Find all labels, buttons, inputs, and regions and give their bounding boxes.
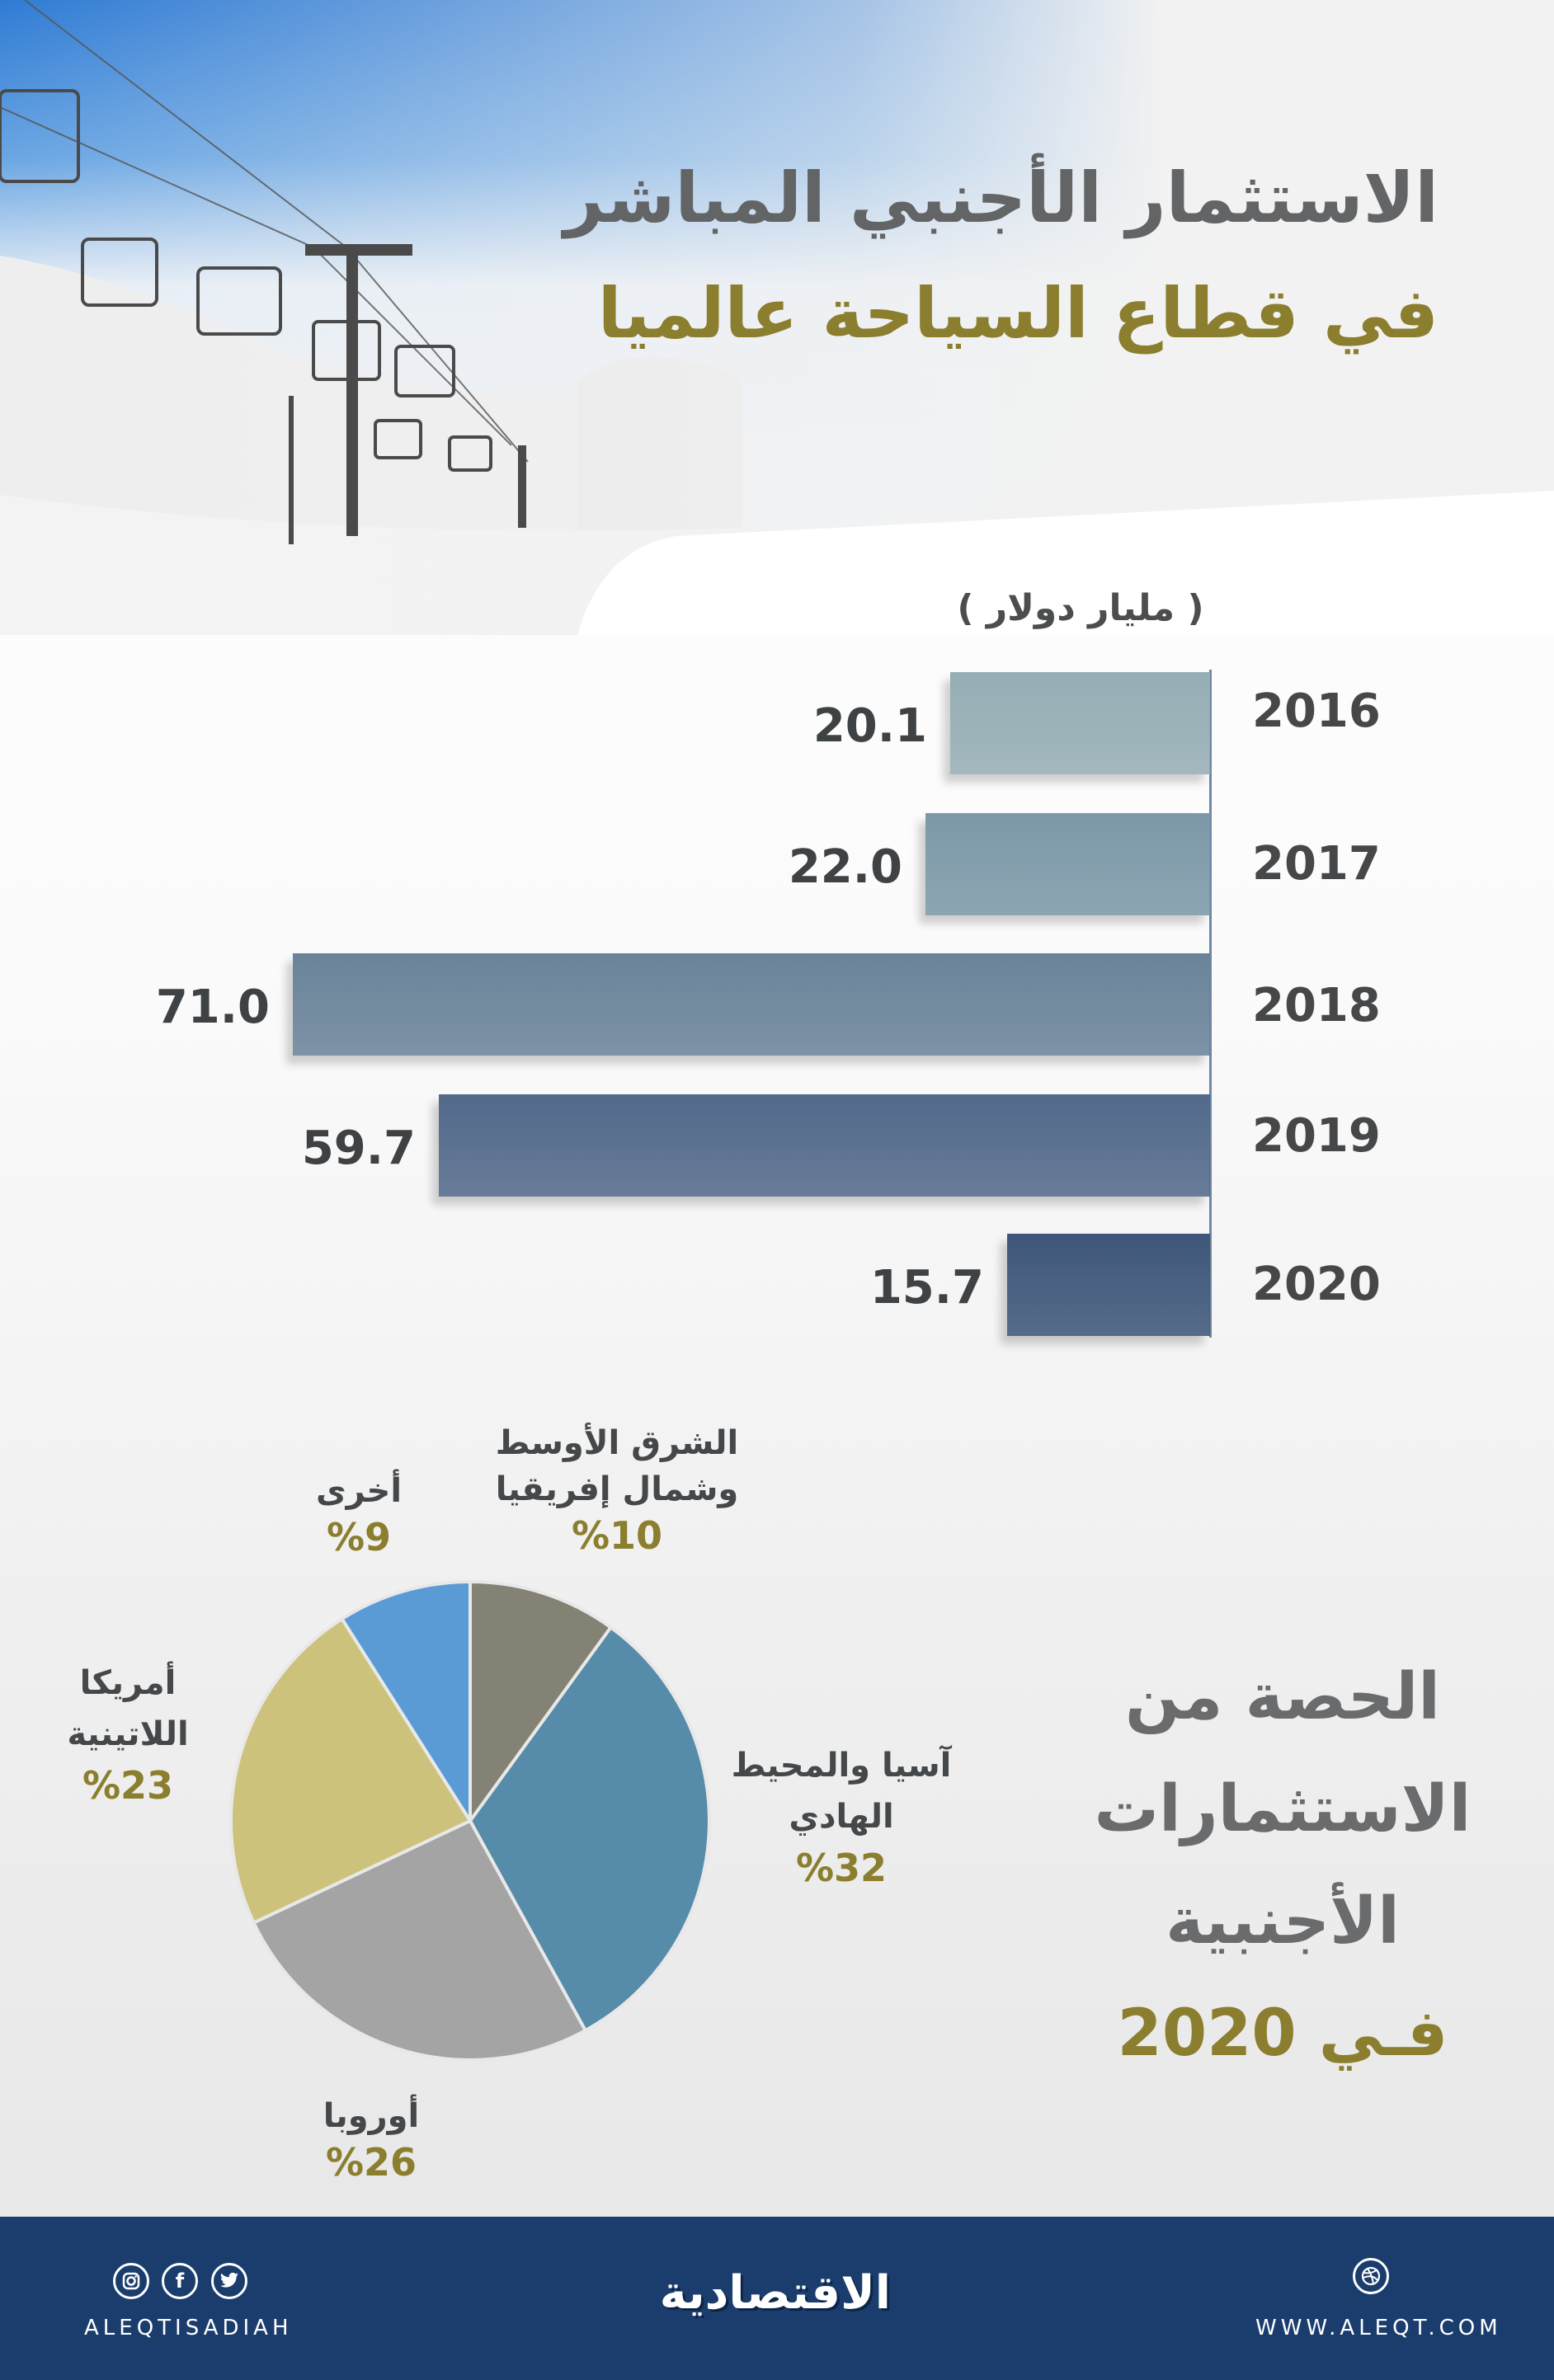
pie-slice <box>251 1818 588 2062</box>
facebook-icon[interactable]: f <box>162 2263 198 2299</box>
bar-2017 <box>925 813 1210 915</box>
title-line-2: في قطاع السياحة عالميا <box>597 273 1439 354</box>
title-line-1: الاستثمار الأجنبي المباشر <box>563 158 1439 238</box>
pie-label-mena-pct: %10 <box>571 1513 663 1558</box>
pie-label-europe: أوروبا %26 <box>297 2093 445 2185</box>
bar-axis <box>1209 670 1212 1338</box>
pie-label-other-pct: %9 <box>326 1515 392 1559</box>
share-title-line-3: الأجنبية <box>1166 1884 1400 1959</box>
pie-label-asia-name1: آسيا والمحيط <box>731 1747 952 1785</box>
bar-value-label: 59.7 <box>301 1122 416 1175</box>
bar-year-label: 2019 <box>1252 1109 1381 1163</box>
footer-handle[interactable]: ALEQTISADIAH <box>84 2316 293 2340</box>
twitter-icon[interactable] <box>211 2263 247 2299</box>
bar-2020 <box>1007 1234 1210 1336</box>
footer <box>0 2217 1554 2380</box>
pie-label-asia-pct: %32 <box>795 1846 888 1890</box>
pie-label-latam-name2: اللاتينية <box>67 1715 189 1753</box>
pie-label-other: أخرى %9 <box>301 1468 417 1560</box>
share-title-line-1: الحصة من <box>1124 1660 1441 1734</box>
bar-2016 <box>950 672 1210 774</box>
footer-website[interactable]: WWW.ALEQT.COM <box>1255 2316 1502 2340</box>
unit-label: ( مليار دولار ) <box>957 587 1204 629</box>
pie-label-latam: أمريكا اللاتينية %23 <box>58 1658 198 1811</box>
bar-2019 <box>439 1094 1210 1197</box>
bar-year-label: 2018 <box>1252 979 1381 1032</box>
share-title: الحصة من الاستثمارات الأجنبية فـي 2020 <box>1089 1641 1476 2090</box>
bar-value-label: 20.1 <box>812 699 927 753</box>
brand-logo: الاقتصادية <box>659 2266 891 2320</box>
bar-2018 <box>293 953 1210 1056</box>
pie-slice <box>468 1625 711 2033</box>
pie-label-europe-pct: %26 <box>325 2140 417 2185</box>
pie-label-asia-name2: الهادي <box>789 1798 894 1836</box>
pie-label-mena-name1: الشرق الأوسط <box>495 1424 739 1462</box>
pie-label-mena-name2: وشمال إفريقيا <box>495 1470 739 1508</box>
pie-label-europe-name: أوروبا <box>323 2097 420 2135</box>
share-title-year: فـي 2020 <box>1117 1997 1448 2071</box>
bar-year-label: 2016 <box>1252 684 1381 738</box>
pie-label-asia: آسيا والمحيط الهادي %32 <box>726 1740 957 1893</box>
hero-image <box>0 0 1554 635</box>
bar-year-label: 2020 <box>1252 1258 1381 1311</box>
pie-label-other-name: أخرى <box>315 1472 403 1510</box>
instagram-icon[interactable] <box>113 2263 149 2299</box>
pie-slice <box>469 1579 614 1827</box>
pie-slice <box>228 1616 473 1926</box>
bar-value-label: 71.0 <box>155 981 270 1034</box>
pie-chart <box>223 1573 718 2068</box>
share-title-line-2: الاستثمارات <box>1094 1772 1472 1846</box>
dribbble-icon[interactable] <box>1353 2258 1389 2294</box>
pie-label-mena: الشرق الأوسط وشمال إفريقيا %10 <box>477 1420 757 1559</box>
bar-year-label: 2017 <box>1252 837 1381 891</box>
bar-value-label: 22.0 <box>788 840 902 894</box>
pie-slice <box>339 1579 472 1827</box>
pie-label-latam-pct: %23 <box>82 1763 174 1808</box>
bar-value-label: 15.7 <box>869 1261 984 1315</box>
pie-label-latam-name1: أمريكا <box>79 1664 177 1702</box>
